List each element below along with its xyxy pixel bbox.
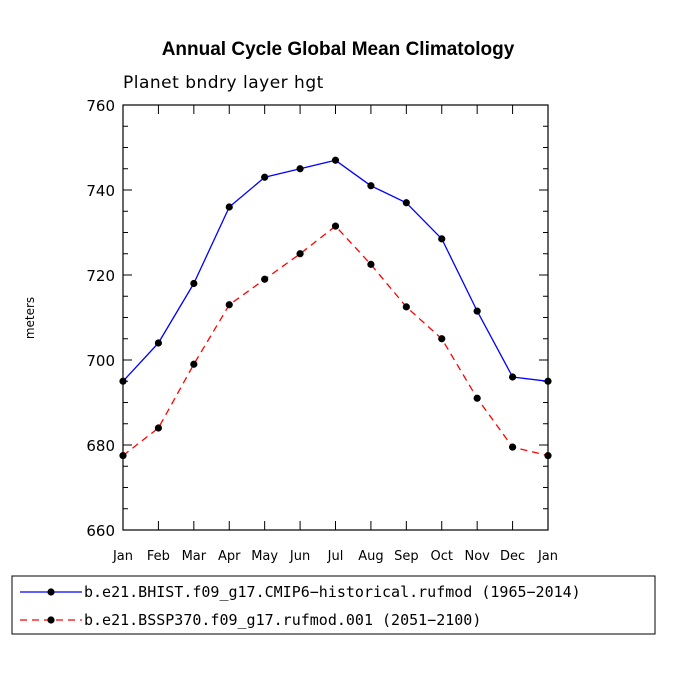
y-tick-label: 720 [86,267,115,285]
y-tick-label: 700 [86,352,115,370]
data-point-historical [261,173,269,181]
data-point-ssp370 [190,360,198,368]
x-tick-label: Jan [112,549,133,564]
plot-frame [122,104,549,531]
chart-subtitle: Planet bndry layer hgt [123,73,324,93]
x-tick-label: Sep [394,549,419,564]
x-tick-label: May [251,549,278,564]
data-point-ssp370 [261,275,269,283]
axes: 660 680 700 720 740 760 Jan Feb Mar Apr May Jun Jul A… [86,97,558,564]
data-point-ssp370 [402,303,410,311]
legend-marker-ssp370 [47,616,55,624]
x-tick-label: Nov [464,549,490,564]
data-point-historical [225,203,233,211]
data-point-historical [508,373,517,381]
x-tick-label: Aug [358,549,383,564]
legend-entry-ssp370: b.e21.BSSP370.f09_g17.rufmod.001 (2051−2… [20,611,481,629]
data-point-ssp370 [473,394,481,402]
data-point-ssp370 [331,222,340,230]
data-point-historical [296,165,304,173]
x-tick-label: Mar [182,549,207,564]
series-lines [119,156,552,460]
data-point-ssp370 [544,452,552,460]
x-tick-label: Feb [147,549,170,564]
legend-label-ssp370: b.e21.BSSP370.f09_g17.rufmod.001 (2051−2… [84,611,481,629]
legend: b.e21.BHIST.f09_g17.CMIP6−historical.ruf… [11,575,656,635]
y-tick-label: 680 [86,437,115,455]
y-tick-label: 660 [86,522,115,540]
data-point-historical [473,307,481,315]
data-point-ssp370 [438,335,446,343]
x-tick-label: Jul [327,549,344,564]
data-point-historical [119,377,127,385]
data-point-ssp370 [508,443,517,451]
y-tick-label: 760 [86,97,115,115]
chart-title: Annual Cycle Global Mean Climatology [162,39,515,60]
data-point-historical [154,339,163,347]
data-point-historical [190,279,198,288]
y-tick-label: 740 [86,182,115,200]
x-tick-label: Apr [218,549,241,564]
data-point-ssp370 [296,250,304,258]
x-tick-label: Jan [537,549,558,564]
data-point-ssp370 [119,452,127,460]
data-point-historical [367,182,375,190]
data-point-historical [544,377,552,385]
data-point-ssp370 [154,424,163,432]
data-point-ssp370 [225,301,233,309]
data-point-historical [402,199,410,207]
data-point-historical [331,156,340,164]
y-axis-label: meters [23,297,37,339]
x-tick-label: Jun [289,549,310,564]
series-line-ssp370 [122,225,549,457]
legend-entry-historical: b.e21.BHIST.f09_g17.CMIP6−historical.ruf… [20,583,581,601]
data-point-historical [438,235,446,243]
data-point-ssp370 [367,260,375,268]
legend-label-historical: b.e21.BHIST.f09_g17.CMIP6−historical.ruf… [84,583,581,601]
x-tick-label: Oct [431,549,453,564]
legend-box [11,575,656,635]
legend-marker-historical [47,588,55,596]
series-line-historical [122,159,549,382]
x-tick-label: Dec [500,549,525,564]
